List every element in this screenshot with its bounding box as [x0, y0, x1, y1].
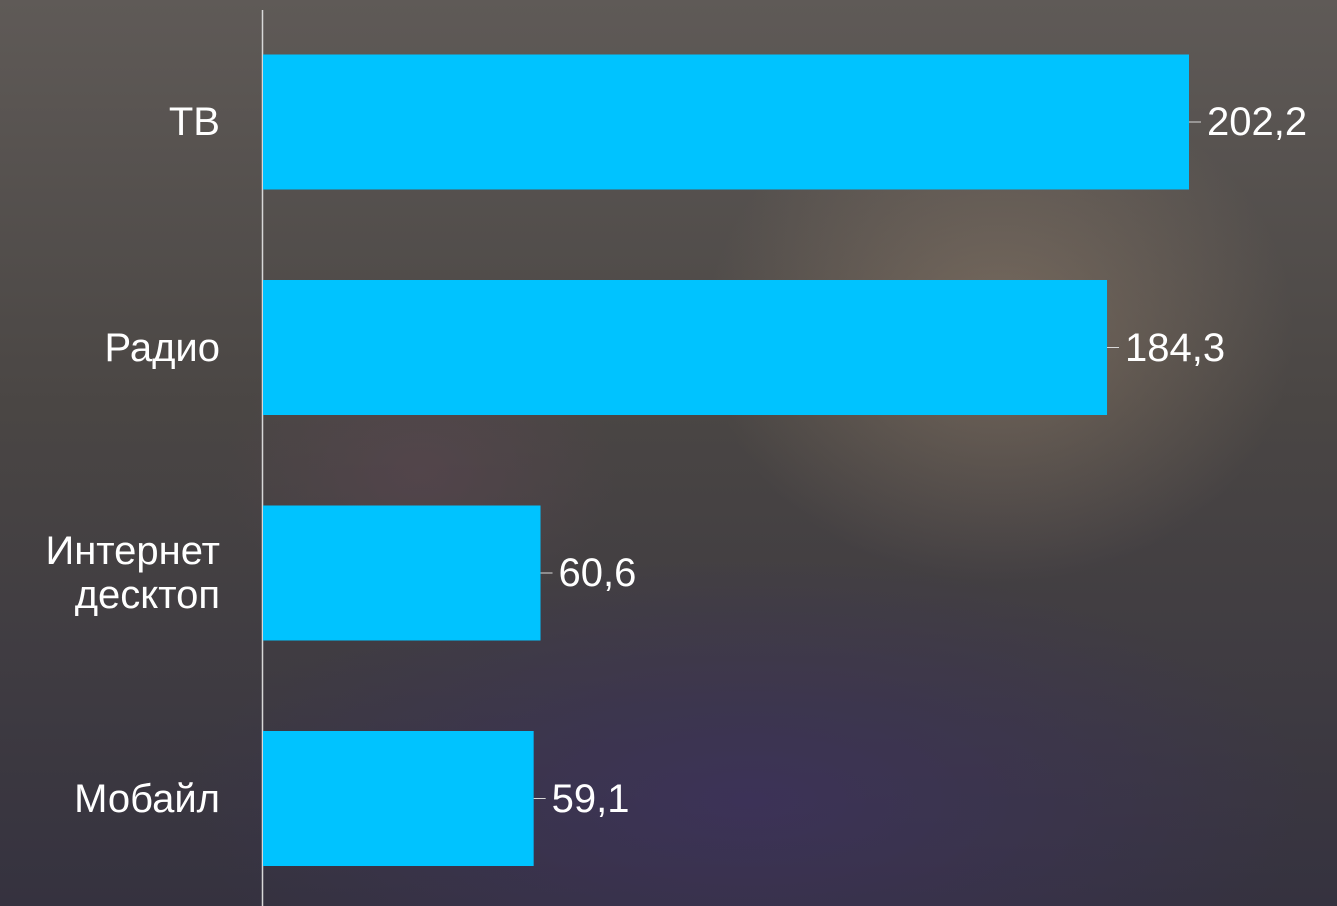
- category-label: Мобайл: [74, 776, 220, 821]
- bar: [263, 280, 1108, 415]
- bar: [263, 505, 541, 641]
- bar: [263, 731, 534, 866]
- value-label: 202,2: [1207, 100, 1308, 144]
- category-label: Радио: [104, 325, 220, 370]
- value-label: 59,1: [551, 776, 630, 821]
- category-label: Интернет десктоп: [45, 529, 220, 617]
- category-label: ТВ: [168, 100, 220, 144]
- bar: [263, 54, 1189, 190]
- value-label: 60,6: [558, 551, 637, 595]
- value-label: 184,3: [1125, 325, 1226, 370]
